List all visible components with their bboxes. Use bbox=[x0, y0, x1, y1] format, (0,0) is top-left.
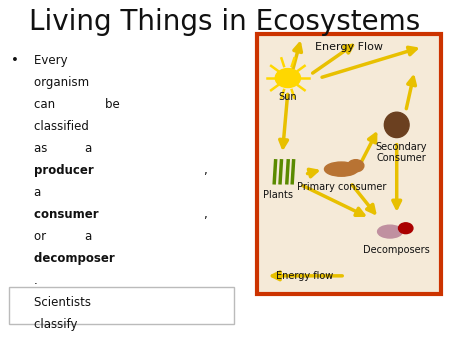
Ellipse shape bbox=[378, 225, 402, 238]
Circle shape bbox=[399, 223, 413, 234]
Circle shape bbox=[348, 160, 364, 172]
Text: Every: Every bbox=[34, 54, 71, 67]
Text: a: a bbox=[85, 142, 96, 155]
Text: .: . bbox=[34, 274, 41, 287]
Text: Primary consumer: Primary consumer bbox=[297, 182, 386, 192]
Bar bbox=[256, 34, 441, 294]
Text: as: as bbox=[34, 142, 51, 155]
Text: producer: producer bbox=[34, 164, 98, 177]
Text: be: be bbox=[105, 98, 123, 111]
Text: can: can bbox=[34, 98, 58, 111]
Text: consumer: consumer bbox=[34, 208, 103, 221]
Text: or: or bbox=[34, 230, 50, 243]
Ellipse shape bbox=[324, 162, 358, 176]
Text: decomposer: decomposer bbox=[34, 252, 119, 265]
Text: Decomposers: Decomposers bbox=[363, 245, 430, 255]
Text: Living Things in Ecosystems: Living Things in Ecosystems bbox=[29, 8, 421, 37]
Text: Sun: Sun bbox=[279, 92, 297, 101]
Text: organism: organism bbox=[34, 76, 93, 89]
Text: Energy Flow: Energy Flow bbox=[315, 42, 383, 52]
Text: a: a bbox=[34, 186, 45, 199]
Bar bbox=[9, 287, 234, 324]
Text: Energy flow: Energy flow bbox=[276, 271, 333, 281]
Text: Secondary
Consumer: Secondary Consumer bbox=[375, 142, 427, 163]
Text: classify: classify bbox=[34, 318, 81, 331]
Text: •: • bbox=[11, 54, 19, 67]
Ellipse shape bbox=[384, 112, 409, 138]
Text: Scientists: Scientists bbox=[34, 296, 94, 309]
Text: a: a bbox=[85, 230, 96, 243]
Text: ,: , bbox=[204, 208, 212, 221]
Text: ,: , bbox=[204, 164, 212, 177]
Text: classified: classified bbox=[34, 120, 92, 133]
Circle shape bbox=[275, 69, 301, 88]
Text: Plants: Plants bbox=[263, 190, 293, 199]
